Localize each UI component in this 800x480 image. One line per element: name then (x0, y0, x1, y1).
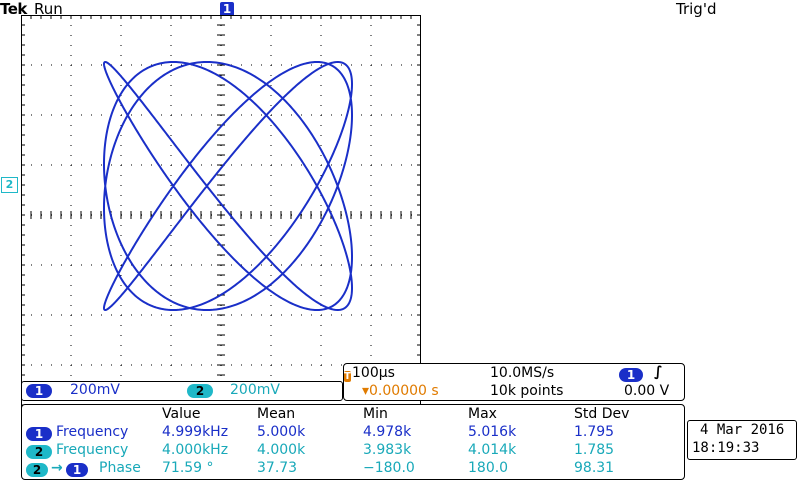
ch2-scale[interactable]: 200mV (230, 382, 280, 398)
measurement-mean: 4.000k (257, 442, 306, 458)
ch1-badge[interactable]: 1 (26, 384, 52, 398)
brand-logo: Tek (0, 0, 27, 18)
date-display: 4 Mar 2016 (700, 422, 785, 438)
ch1-scale[interactable]: 200mV (70, 382, 120, 398)
time-display: 18:19:33 (692, 440, 760, 456)
measurement-label: Frequency (56, 442, 129, 458)
measurements-panel: Value Mean Min Max Std Dev 1 Frequency 4… (21, 404, 685, 480)
ch1-position-marker[interactable]: 1 (220, 2, 234, 17)
trigger-position[interactable]: ▾0.00000 s (362, 383, 439, 399)
measurement-label: Frequency (56, 424, 129, 440)
ch1-badge: 1 (66, 463, 88, 477)
channel-scale-bar: 1 200mV 2 200mV (21, 381, 343, 401)
sample-rate: 10.0MS/s (490, 365, 555, 381)
measurement-max: 5.016k (468, 424, 517, 440)
col-header-mean: Mean (257, 406, 296, 422)
record-length[interactable]: 10k points (490, 383, 564, 399)
measurement-mean: 37.73 (257, 460, 298, 476)
measurement-value: 4.999kHz (162, 424, 229, 440)
measurement-stddev: 98.31 (574, 460, 615, 476)
measurement-label: Phase (99, 460, 141, 476)
col-header-stddev: Std Dev (574, 406, 630, 422)
trigger-position-icon: T (344, 371, 351, 382)
measurement-max: 180.0 (468, 460, 509, 476)
arrow-right-icon: → (51, 460, 63, 476)
time-per-division[interactable]: 100µs (352, 365, 395, 381)
measurement-min: 4.978k (363, 424, 412, 440)
trigger-status: Trig'd (676, 0, 717, 18)
ch2-badge: 2 (26, 445, 52, 459)
measurement-mean: 5.000k (257, 424, 306, 440)
trigger-source-badge[interactable]: 1 (619, 368, 643, 382)
timebase-panel: 100µs 10.0MS/s 1 ∫ T ▾0.00000 s 10k poin… (343, 363, 685, 401)
trigger-level[interactable]: 0.00 V (624, 383, 670, 399)
col-header-value: Value (162, 406, 201, 422)
datetime-box: 4 Mar 2016 18:19:33 (687, 420, 797, 460)
graticule-display (21, 15, 421, 415)
ch2-badge[interactable]: 2 (187, 384, 213, 398)
lissajous-trace (103, 60, 353, 312)
ch2-badge: 2 (26, 463, 48, 477)
ch2-position-marker[interactable]: 2 (1, 177, 18, 193)
measurement-max: 4.014k (468, 442, 517, 458)
measurement-value: 71.59 ° (162, 460, 214, 476)
measurement-stddev: 1.785 (574, 442, 615, 458)
col-header-min: Min (363, 406, 388, 422)
measurement-min: 3.983k (363, 442, 412, 458)
measurement-stddev: 1.795 (574, 424, 615, 440)
col-header-max: Max (468, 406, 497, 422)
measurement-min: −180.0 (363, 460, 415, 476)
ch1-badge: 1 (26, 427, 52, 441)
acquisition-status: Run (34, 0, 63, 18)
measurement-value: 4.000kHz (162, 442, 229, 458)
trigger-slope-icon[interactable]: ∫ (654, 364, 663, 380)
